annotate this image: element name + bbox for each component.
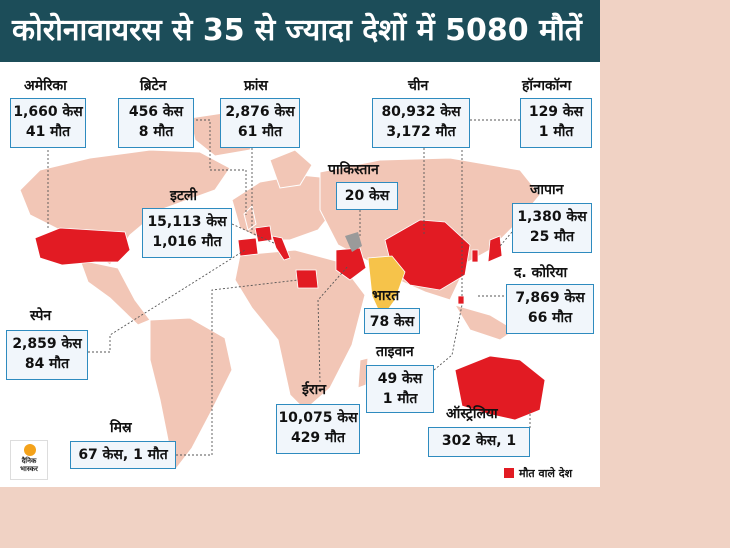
country-label-pakistan: पाकिस्तान xyxy=(328,162,379,178)
infographic-card: कोरोनावायरस से 35 से ज्यादा देशों में 50… xyxy=(0,0,600,487)
britain-deaths: 8 मौत xyxy=(138,124,174,140)
hongkong-cases: 129 केस xyxy=(528,104,584,120)
stat-box-china: 80,932 केस 3,172 मौत xyxy=(372,98,470,148)
map-egypt-highlight xyxy=(295,269,319,289)
sun-icon xyxy=(24,444,36,456)
stat-box-india: 78 केस xyxy=(364,308,420,334)
country-label-usa: अमेरिका xyxy=(24,78,67,94)
stat-box-egypt: 67 केस, 1 मौत xyxy=(70,441,176,469)
legend-label: मौत वाले देश xyxy=(519,467,573,480)
connector-italy xyxy=(231,223,277,245)
country-label-iran: ईरान xyxy=(302,382,326,398)
connector-japan xyxy=(499,231,513,247)
map-korea-highlight xyxy=(471,249,479,263)
hongkong-deaths: 1 मौत xyxy=(538,124,574,140)
stat-box-hongkong: 129 केस 1 मौत xyxy=(520,98,592,148)
map-usa-highlight xyxy=(34,227,131,266)
stat-box-korea: 7,869 केस 66 मौत xyxy=(506,284,594,334)
dainik-bhaskar-logo: दैनिक भास्कर xyxy=(10,440,48,480)
logo-line1: दैनिक xyxy=(21,457,37,465)
legend: मौत वाले देश xyxy=(504,466,572,481)
china-cases: 80,932 केस xyxy=(381,104,461,120)
country-label-korea: द. कोरिया xyxy=(514,265,568,281)
country-label-britain: ब्रिटेन xyxy=(140,78,167,94)
stat-box-japan: 1,380 केस 25 मौत xyxy=(512,203,592,253)
france-deaths: 61 मौत xyxy=(237,124,283,140)
connector-iran xyxy=(317,265,349,383)
country-label-spain: स्पेन xyxy=(30,308,52,324)
country-label-france: फ्रांस xyxy=(244,78,268,94)
taiwan-cases: 49 केस xyxy=(377,371,423,387)
france-cases: 2,876 केस xyxy=(225,104,295,120)
korea-cases: 7,869 केस xyxy=(515,290,585,306)
stat-box-spain: 2,859 केस 84 मौत xyxy=(6,330,88,380)
stat-box-iran: 10,075 केस 429 मौत xyxy=(276,404,360,454)
country-label-hongkong: हॉन्गकॉन्ग xyxy=(522,78,572,94)
map-italy-highlight xyxy=(271,235,291,261)
italy-cases: 15,113 केस xyxy=(147,214,227,230)
iran-deaths: 429 मौत xyxy=(290,430,346,446)
map-central-america xyxy=(79,259,151,326)
stat-box-pakistan: 20 केस xyxy=(336,182,398,210)
iran-cases: 10,075 केस xyxy=(278,410,358,426)
britain-cases: 456 केस xyxy=(128,104,184,120)
map-africa xyxy=(234,249,366,411)
stat-box-usa: 1,660 केस 41 मौत xyxy=(10,98,86,148)
usa-deaths: 41 मौत xyxy=(25,124,71,140)
map-south-america xyxy=(149,317,233,472)
map-scandinavia xyxy=(269,149,313,189)
connector-egypt xyxy=(176,279,299,456)
stat-box-britain: 456 केस 8 मौत xyxy=(118,98,194,148)
usa-cases: 1,660 केस xyxy=(13,104,83,120)
map-spain-highlight xyxy=(237,237,259,257)
stat-box-france: 2,876 केस 61 मौत xyxy=(220,98,300,148)
stat-box-australia: 302 केस, 1 xyxy=(428,427,530,457)
legend-swatch xyxy=(504,468,514,478)
country-label-egypt: मिस्र xyxy=(110,420,132,436)
logo-line2: भास्कर xyxy=(20,465,38,473)
australia-cases: 302 केस, 1 xyxy=(441,433,517,449)
egypt-cases: 67 केस, 1 मौत xyxy=(78,447,168,463)
map-australia-highlight xyxy=(454,355,546,421)
taiwan-deaths: 1 मौत xyxy=(382,391,418,407)
page-title: कोरोनावायरस से 35 से ज्यादा देशों में 50… xyxy=(0,0,600,62)
italy-deaths: 1,016 मौत xyxy=(152,234,222,250)
country-label-taiwan: ताइवान xyxy=(376,344,414,360)
country-label-japan: जापान xyxy=(530,182,564,198)
map-india-highlight xyxy=(367,255,406,319)
country-label-india: भारत xyxy=(372,288,400,304)
korea-deaths: 66 मौत xyxy=(527,310,573,326)
map-pakistan-shape xyxy=(345,232,362,252)
country-label-china: चीन xyxy=(408,78,429,94)
map-taiwan-highlight xyxy=(457,295,465,305)
map-southeast-asia xyxy=(453,304,516,341)
japan-cases: 1,380 केस xyxy=(517,209,587,225)
japan-deaths: 25 मौत xyxy=(529,229,575,245)
spain-cases: 2,859 केस xyxy=(12,336,82,352)
spain-deaths: 84 मौत xyxy=(24,356,70,372)
connector-britain xyxy=(196,119,247,215)
stat-box-italy: 15,113 केस 1,016 मौत xyxy=(142,208,232,258)
stat-box-taiwan: 49 केस 1 मौत xyxy=(366,365,434,413)
country-label-italy: इटली xyxy=(170,188,198,204)
connector-taiwan xyxy=(433,304,463,371)
map-france-highlight xyxy=(254,225,273,243)
country-label-australia: ऑस्ट्रेलिया xyxy=(446,406,498,422)
map-uk xyxy=(243,205,257,231)
india-cases: 78 केस xyxy=(369,314,415,330)
china-deaths: 3,172 मौत xyxy=(386,124,456,140)
pakistan-cases: 20 केस xyxy=(344,188,390,204)
map-japan-highlight xyxy=(487,235,503,263)
